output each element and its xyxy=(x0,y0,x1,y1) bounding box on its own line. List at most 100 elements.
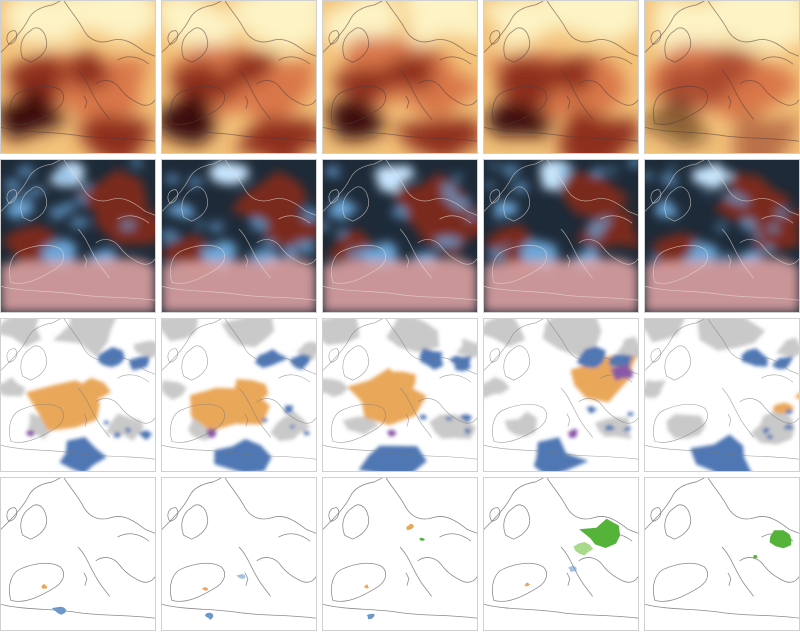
orange-area xyxy=(64,377,111,405)
grey-area xyxy=(52,319,116,358)
cold-anomaly xyxy=(752,231,763,240)
hot-region xyxy=(544,55,598,95)
cold-anomaly xyxy=(500,244,511,250)
blue-area xyxy=(112,431,122,438)
grey-area xyxy=(484,319,526,347)
cold-anomaly xyxy=(73,193,88,205)
events-map xyxy=(323,478,477,630)
blue-area xyxy=(626,412,634,417)
purple-area xyxy=(206,428,217,438)
hot-region xyxy=(703,45,758,89)
blue-area xyxy=(604,424,616,432)
cold-anomaly xyxy=(484,181,495,190)
blue-event xyxy=(236,573,246,579)
cold-anomaly xyxy=(692,162,735,190)
blue-area xyxy=(261,417,268,423)
coastline xyxy=(1,319,155,460)
cold-anomaly xyxy=(361,240,400,268)
cold-anomaly xyxy=(131,160,144,168)
cold-anomaly xyxy=(28,186,49,197)
grey-area xyxy=(1,319,42,347)
cold-anomaly xyxy=(323,221,331,231)
blue-area xyxy=(609,354,633,368)
orange-area xyxy=(347,367,427,426)
blue-area xyxy=(586,405,599,414)
blue-area xyxy=(103,420,110,425)
anomaly-map xyxy=(645,160,799,312)
cold-anomaly xyxy=(659,172,680,189)
cool-north-region xyxy=(652,1,731,53)
cold-anomaly xyxy=(774,208,789,218)
coastline xyxy=(484,160,638,301)
cold-anomaly xyxy=(645,171,653,180)
blue-area xyxy=(690,434,751,471)
map-panel-anomaly-4 xyxy=(483,159,639,313)
hot-region xyxy=(66,52,110,90)
coastline xyxy=(323,478,477,619)
cold-anomaly xyxy=(247,249,268,267)
grey-area xyxy=(645,380,667,398)
coastline xyxy=(1,1,155,142)
cold-anomaly xyxy=(606,166,619,173)
map-panel-categories-1 xyxy=(0,318,156,472)
events-map xyxy=(645,478,799,630)
green-event xyxy=(752,554,758,559)
cold-anomaly xyxy=(655,197,678,218)
grey-area xyxy=(162,319,198,342)
anomaly-map xyxy=(323,160,477,312)
cold-anomaly xyxy=(69,215,90,228)
blue-area xyxy=(783,424,793,430)
anomaly-map xyxy=(1,160,155,312)
cold-anomaly xyxy=(453,173,462,182)
cool-north-region xyxy=(714,1,799,53)
map-panel-events-1 xyxy=(0,477,156,631)
green-event xyxy=(419,537,425,541)
anomaly-map xyxy=(484,160,638,312)
green-event xyxy=(769,530,792,549)
grey-area xyxy=(323,378,349,397)
cold-anomaly xyxy=(325,198,361,221)
coastline xyxy=(323,319,477,460)
warm-south-region xyxy=(484,258,638,312)
cold-anomaly xyxy=(488,162,499,169)
blue-area xyxy=(98,347,125,368)
hot-region xyxy=(557,106,638,153)
cool-north-region xyxy=(58,1,155,44)
grey-area xyxy=(697,319,766,351)
cold-anomaly xyxy=(439,182,457,194)
cold-anomaly xyxy=(741,217,759,231)
map-panel-events-4 xyxy=(483,477,639,631)
blue-area xyxy=(445,415,454,421)
cold-anomaly xyxy=(182,207,196,217)
cold-anomaly xyxy=(668,164,677,171)
cold-anomaly xyxy=(163,174,181,184)
cold-anomaly xyxy=(5,200,35,219)
cold-anomaly xyxy=(625,160,638,169)
cold-anomaly xyxy=(208,161,250,185)
cold-anomaly xyxy=(650,254,661,263)
cool-north-region xyxy=(403,1,477,51)
blue-event xyxy=(366,613,375,620)
orange-event xyxy=(41,584,48,589)
cold-anomaly xyxy=(391,205,409,220)
cold-anomaly xyxy=(589,167,606,177)
cold-anomaly xyxy=(295,239,316,255)
orange-event xyxy=(524,582,531,587)
cool-north-region xyxy=(2,1,78,44)
cold-anomaly xyxy=(486,247,505,262)
blue-area xyxy=(284,405,294,414)
grey-area xyxy=(296,341,316,361)
grey-area xyxy=(616,336,638,361)
warm-anomaly xyxy=(230,170,309,222)
cold-anomaly xyxy=(586,243,595,250)
warm-anomaly xyxy=(263,202,316,250)
categories-map xyxy=(1,319,155,471)
map-panel-categories-5 xyxy=(644,318,800,472)
green-event xyxy=(579,518,621,548)
blue-area xyxy=(302,430,310,436)
blue-area xyxy=(290,424,296,429)
map-panel-events-5 xyxy=(644,477,800,631)
events-map xyxy=(162,478,316,630)
map-panel-temperature-3 xyxy=(322,0,478,154)
cold-anomaly xyxy=(445,235,465,250)
